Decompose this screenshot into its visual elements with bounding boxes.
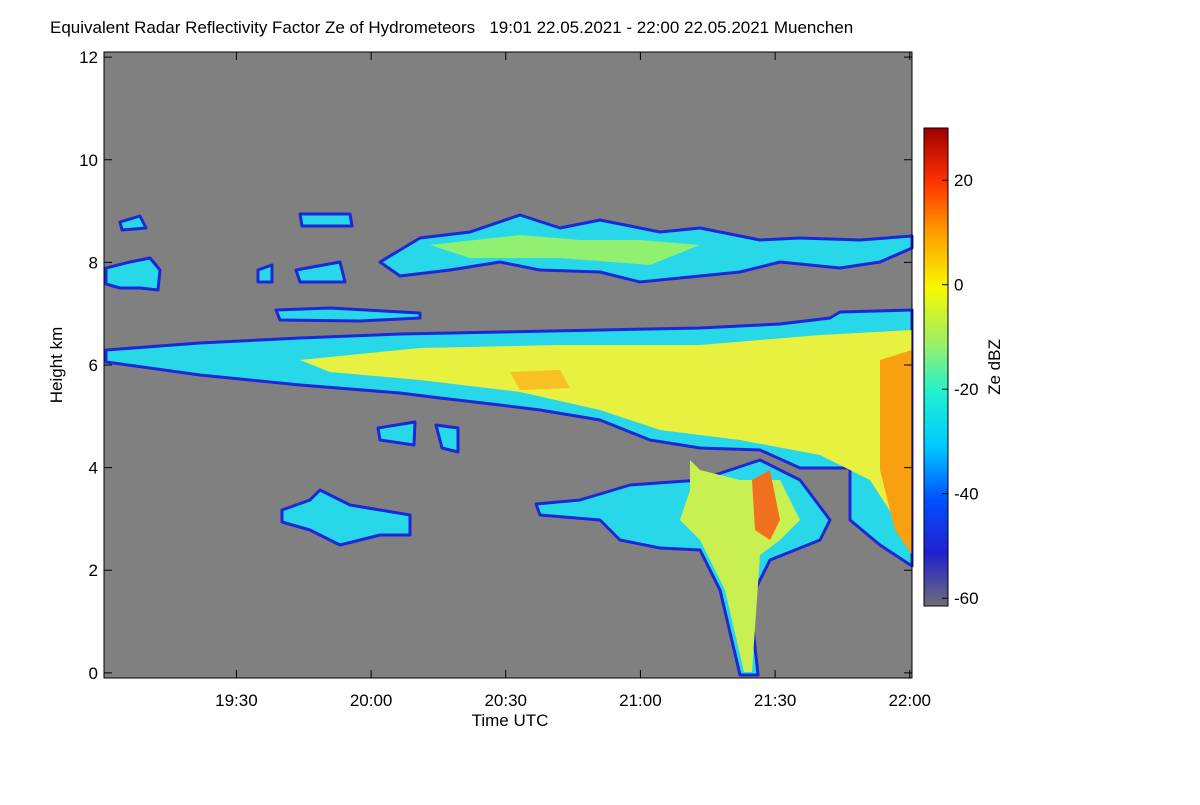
echo — [510, 370, 570, 390]
echo — [880, 350, 912, 555]
y-tick-label: 2 — [89, 561, 98, 580]
x-tick-label: 21:00 — [619, 691, 662, 710]
x-tick-label: 20:00 — [350, 691, 393, 710]
y-tick-label: 0 — [89, 664, 98, 683]
x-tick-label: 19:30 — [215, 691, 258, 710]
echo — [752, 470, 780, 540]
echo — [104, 256, 162, 292]
chart-title: Equivalent Radar Reflectivity Factor Ze … — [50, 18, 853, 37]
echo — [298, 212, 354, 228]
colorbar-label: Ze dBZ — [985, 339, 1004, 395]
y-tick-label: 10 — [79, 151, 98, 170]
axes: 19:30 20:00 20:30 21:00 21:30 22:00 0 2 4 6 8 10 12 — [79, 48, 931, 710]
echo — [376, 420, 417, 447]
colorbar-tick-label: 0 — [954, 276, 963, 295]
colorbar-tick-label: -40 — [954, 485, 979, 504]
colorbar — [923, 127, 949, 607]
echo — [430, 235, 700, 265]
echo — [256, 263, 274, 284]
echo — [274, 306, 422, 323]
echo — [294, 260, 347, 284]
echo — [280, 488, 412, 547]
colorbar-tick-label: -60 — [954, 589, 979, 608]
x-tick-label: 20:30 — [484, 691, 527, 710]
y-tick-label: 8 — [89, 253, 98, 272]
x-tick-label: 21:30 — [754, 691, 797, 710]
colorbar-tick-label: 20 — [954, 171, 973, 190]
echo — [300, 330, 912, 545]
y-tick-label: 6 — [89, 356, 98, 375]
echo — [118, 214, 148, 232]
y-axis-label: Height km — [47, 327, 66, 404]
radar-echoes — [104, 212, 914, 677]
echo — [434, 423, 460, 454]
x-tick-label: 22:00 — [888, 691, 931, 710]
x-axis-label: Time UTC — [472, 711, 549, 730]
y-tick-label: 4 — [89, 459, 98, 478]
colorbar-tick-label: -20 — [954, 380, 979, 399]
y-tick-label: 12 — [79, 48, 98, 67]
